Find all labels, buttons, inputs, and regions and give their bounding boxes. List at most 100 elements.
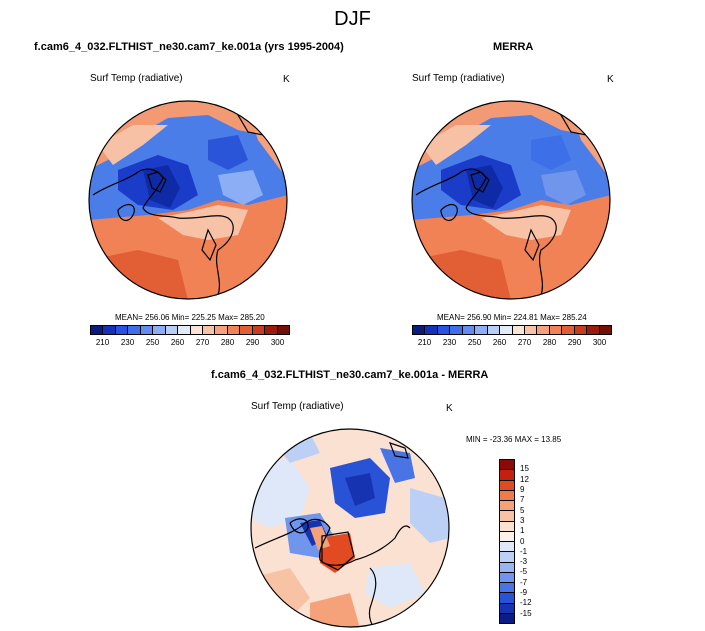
- diff-colorbar-tick-label: 0: [520, 536, 525, 546]
- model-colorbar-swatch: [227, 326, 241, 334]
- obs-colorbar: [412, 325, 612, 335]
- obs-colorbar-ticks: 210 230 250 260 270 280 290 300: [412, 338, 612, 350]
- model-colorbar-swatch: [178, 326, 191, 334]
- obs-polar-map: [411, 100, 611, 300]
- model-map-border: [88, 100, 288, 300]
- obs-colorbar-tick-label: 230: [442, 338, 457, 347]
- diff-colorbar-tick-label: 15: [520, 464, 529, 474]
- model-colorbar-swatch: [277, 326, 289, 334]
- model-colorbar-swatch: [153, 326, 166, 334]
- obs-map-coastline-2: [470, 171, 490, 193]
- diff-map-coastline-6: [289, 518, 309, 534]
- diff-colorbar-tick-label: -7: [520, 577, 528, 587]
- diff-colorbar-ticks: 15 12 9 7 5 3 1 0 -1 -3 -5 -7 -9 -12 -15: [518, 459, 548, 624]
- obs-colorbar-swatch: [413, 326, 426, 334]
- obs-colorbar-swatch: [437, 326, 451, 334]
- model-map-coastline-1: [92, 168, 179, 219]
- diff-map-pale-right: [410, 488, 449, 543]
- model-colorbar: [90, 325, 290, 335]
- diff-colorbar-tick-label: 7: [520, 495, 525, 505]
- model-colorbar-swatch: [190, 326, 203, 334]
- diff-map-pale-bottom: [365, 563, 425, 608]
- diff-map-coastline-1: [254, 518, 356, 566]
- diff-stats: MIN = -23.36 MAX = 13.85: [466, 435, 562, 444]
- figure-title: DJF: [334, 8, 371, 30]
- obs-map-warm-top-inner: [421, 125, 491, 165]
- diff-colorbar-tick-label: 3: [520, 515, 525, 525]
- model-colorbar-tick-label: 250: [145, 338, 160, 347]
- model-colorbar-swatch: [252, 326, 266, 334]
- obs-colorbar-swatch: [524, 326, 538, 334]
- diff-colorbar-swatch: [500, 521, 514, 532]
- obs-map-coastline-3: [500, 215, 557, 296]
- model-colorbar-swatch: [128, 326, 141, 334]
- obs-colorbar-swatch: [512, 326, 525, 334]
- model-map-mild-band: [158, 205, 248, 240]
- diff-colorbar-tick-label: 9: [520, 484, 525, 494]
- diff-colorbar-swatch: [500, 460, 514, 471]
- diff-colorbar-swatch: [500, 583, 514, 594]
- obs-colorbar-swatch: [549, 326, 563, 334]
- obs-colorbar-tick-label: 260: [492, 338, 507, 347]
- diff-map-cold-right: [380, 448, 415, 483]
- model-map-pale-patch: [218, 170, 263, 205]
- diff-variable-label: Surf Temp (radiative): [251, 401, 344, 412]
- diff-colorbar-swatch: [500, 490, 514, 501]
- obs-map-coastline-4: [524, 228, 540, 262]
- model-polar-map: [88, 100, 288, 300]
- obs-colorbar-tick-label: 280: [542, 338, 557, 347]
- model-map-coastline-6: [117, 203, 135, 222]
- obs-colorbar-swatch: [475, 326, 488, 334]
- obs-panel-title: MERRA: [493, 41, 534, 53]
- diff-colorbar-swatch: [500, 552, 514, 563]
- obs-colorbar-swatch: [537, 326, 550, 334]
- obs-colorbar-swatch: [425, 326, 438, 334]
- diff-colorbar-swatch: [500, 613, 514, 623]
- model-colorbar-tick-label: 280: [220, 338, 235, 347]
- obs-colorbar-tick-label: 270: [517, 338, 532, 347]
- diff-map-coastline-2: [321, 531, 355, 571]
- model-units-label: K: [283, 74, 290, 85]
- diff-colorbar-swatch: [500, 562, 514, 573]
- model-colorbar-tick-label: 210: [95, 338, 110, 347]
- diff-colorbar-swatch: [500, 542, 514, 553]
- diff-colorbar-tick-label: 1: [520, 526, 525, 536]
- model-map-warm-top-inner: [98, 125, 168, 165]
- obs-colorbar-swatch: [500, 326, 513, 334]
- obs-map-mild-band: [481, 205, 571, 240]
- model-map-greenland: [143, 165, 180, 208]
- obs-colorbar-swatch: [450, 326, 463, 334]
- obs-variable-label: Surf Temp (radiative): [412, 73, 505, 84]
- obs-colorbar-tick-label: 210: [417, 338, 432, 347]
- diff-colorbar-tick-label: -3: [520, 557, 528, 567]
- model-colorbar-swatch: [240, 326, 253, 334]
- obs-colorbar-swatch: [574, 326, 588, 334]
- model-panel-title: f.cam6_4_032.FLTHIST_ne30.cam7_ke.001a (…: [34, 41, 344, 53]
- model-colorbar-tick-label: 270: [195, 338, 210, 347]
- model-colorbar-tick-label: 290: [245, 338, 260, 347]
- diff-panel-title: f.cam6_4_032.FLTHIST_ne30.cam7_ke.001a -…: [211, 369, 489, 381]
- model-colorbar-tick-label: 260: [170, 338, 185, 347]
- diff-polar-map: [250, 428, 450, 628]
- obs-colorbar-swatch: [462, 326, 476, 334]
- diff-colorbar-tick-label: -5: [520, 567, 528, 577]
- model-map-coastline-3: [177, 215, 234, 296]
- model-colorbar-swatch: [265, 326, 278, 334]
- diff-map-warm-bottom: [310, 593, 360, 627]
- model-colorbar-tick-label: 230: [120, 338, 135, 347]
- diff-colorbar-swatch: [500, 470, 514, 481]
- diff-colorbar-tick-label: -9: [520, 588, 528, 598]
- diff-colorbar-tick-label: -1: [520, 546, 528, 556]
- obs-map-warm-top: [412, 101, 610, 170]
- model-colorbar-tick-label: 300: [270, 338, 285, 347]
- diff-map-warm-greenland-outer: [310, 526, 330, 550]
- model-colorbar-swatch: [115, 326, 129, 334]
- obs-map-greenland: [466, 165, 503, 208]
- diff-map-coastline-3: [354, 525, 411, 561]
- diff-colorbar-tick-label: -15: [520, 608, 532, 618]
- obs-colorbar-tick-label: 300: [592, 338, 607, 347]
- obs-stats: MEAN= 256.90 Min= 224.81 Max= 285.24: [437, 313, 587, 322]
- obs-map-coastline-1: [415, 168, 502, 219]
- diff-colorbar-swatch: [500, 593, 514, 604]
